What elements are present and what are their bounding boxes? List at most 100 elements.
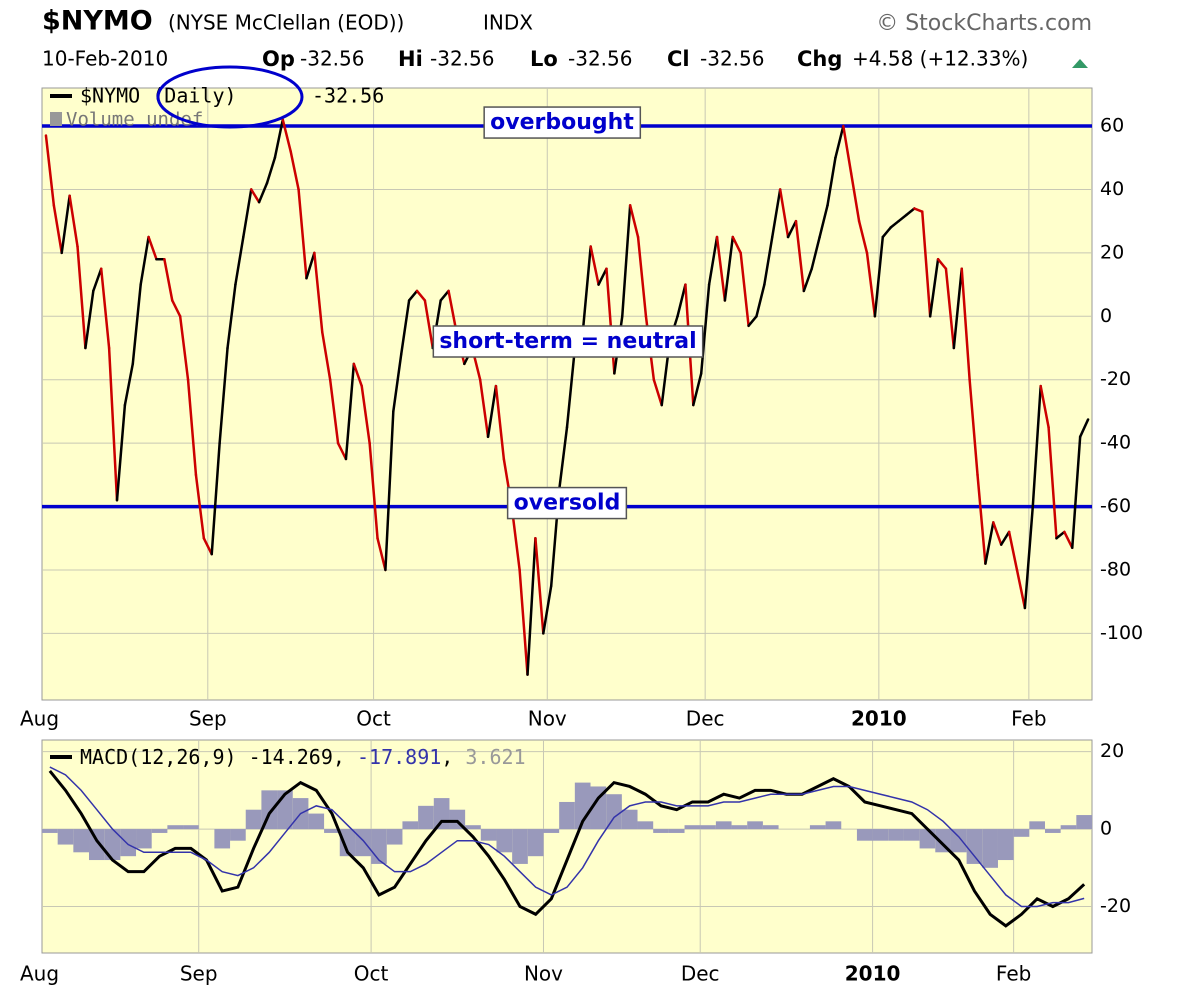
histogram-bar bbox=[418, 805, 434, 830]
line-segment bbox=[778, 188, 790, 239]
line-segment bbox=[297, 188, 308, 280]
histogram-bar bbox=[1060, 825, 1077, 830]
line-segment bbox=[242, 188, 253, 239]
line-segment bbox=[534, 537, 545, 635]
histogram-bar bbox=[120, 829, 137, 857]
x-tick-label: Oct bbox=[354, 962, 389, 986]
y-tick-label: 20 bbox=[1100, 241, 1124, 263]
line-segment bbox=[818, 204, 829, 239]
histogram-bar bbox=[888, 829, 904, 841]
line-segment bbox=[984, 521, 995, 565]
histogram-bar bbox=[230, 829, 246, 841]
line-segment bbox=[218, 346, 229, 445]
y-tick-label: -20 bbox=[1100, 368, 1131, 390]
line-segment bbox=[249, 188, 261, 204]
histogram-bar bbox=[151, 829, 168, 833]
quote-label: Chg bbox=[797, 47, 842, 71]
legend-value: -17.891 bbox=[357, 745, 441, 769]
histogram-bar bbox=[496, 829, 513, 853]
line-segment bbox=[194, 473, 206, 540]
histogram-bar bbox=[700, 825, 716, 830]
line-segment bbox=[1071, 435, 1082, 550]
line-segment bbox=[842, 124, 853, 175]
line-segment bbox=[755, 283, 766, 318]
date: 10-Feb-2010 bbox=[42, 47, 168, 71]
histogram-bar bbox=[543, 829, 560, 833]
line-segment bbox=[881, 226, 892, 239]
y-tick-label: -60 bbox=[1100, 495, 1131, 517]
line-segment bbox=[163, 257, 174, 302]
histogram-bar bbox=[214, 829, 231, 849]
histogram-bar bbox=[512, 829, 528, 864]
line-segment bbox=[826, 156, 837, 207]
histogram-bar bbox=[762, 825, 779, 830]
line-segment bbox=[202, 537, 213, 556]
line-segment bbox=[692, 372, 703, 407]
line-segment bbox=[952, 267, 963, 350]
line-segment bbox=[676, 283, 687, 318]
x-tick-label: Feb bbox=[1011, 707, 1046, 731]
line-segment bbox=[739, 251, 750, 328]
y-tick-label: -20 bbox=[1100, 895, 1131, 917]
line-segment bbox=[865, 251, 877, 318]
line-segment bbox=[597, 267, 608, 286]
histogram-bar bbox=[183, 825, 199, 830]
line-segment bbox=[423, 299, 435, 350]
line-segment bbox=[921, 210, 932, 318]
line-segment bbox=[747, 315, 758, 328]
line-segment bbox=[968, 378, 979, 477]
line-segment bbox=[178, 315, 190, 381]
label-box bbox=[432, 325, 704, 358]
line-segment bbox=[1047, 426, 1058, 540]
legend-label: MACD(12,26,9) -14.269, -17.891, 3.621 bbox=[80, 745, 526, 769]
label-box bbox=[506, 486, 628, 520]
line-segment bbox=[336, 441, 348, 461]
x-tick-label: Dec bbox=[681, 962, 720, 986]
histogram-bar bbox=[950, 829, 967, 853]
line-segment bbox=[257, 181, 269, 204]
y-tick-label: -80 bbox=[1100, 558, 1131, 580]
line-segment bbox=[1055, 530, 1066, 540]
line-segment bbox=[621, 204, 632, 318]
histogram-bar bbox=[433, 798, 450, 830]
y-tick-label: -100 bbox=[1100, 622, 1143, 644]
reference-label: oversold bbox=[514, 491, 621, 516]
line-segment bbox=[281, 118, 292, 153]
histogram-bar bbox=[731, 825, 748, 830]
x-tick-label: Sep bbox=[180, 962, 218, 986]
quote-value: -32.56 bbox=[700, 47, 764, 71]
x-tick-label: Nov bbox=[528, 707, 567, 731]
line-segment bbox=[52, 204, 63, 255]
line-segment bbox=[873, 235, 885, 318]
histogram-bar bbox=[136, 829, 152, 849]
line-segment bbox=[1015, 568, 1027, 610]
symbol: $NYMO bbox=[42, 6, 153, 37]
line-segment bbox=[794, 219, 806, 293]
line-segment bbox=[273, 118, 285, 160]
line-segment bbox=[415, 289, 427, 302]
histogram-bar bbox=[856, 829, 873, 841]
histogram-bar bbox=[809, 825, 826, 830]
line-segment bbox=[731, 235, 742, 255]
source: © StockCharts.com bbox=[876, 11, 1092, 36]
histogram-bar bbox=[590, 786, 607, 830]
x-tick-label: Sep bbox=[189, 707, 227, 731]
histogram-bar bbox=[527, 829, 544, 857]
line-segment bbox=[68, 194, 79, 248]
histogram-bar bbox=[715, 821, 732, 830]
macd-line bbox=[48, 770, 1086, 928]
histogram-bar bbox=[997, 829, 1014, 861]
x-tick-label: Dec bbox=[686, 707, 725, 731]
line-segment bbox=[849, 172, 861, 223]
line-segment bbox=[905, 207, 916, 217]
histogram-bar bbox=[339, 829, 356, 857]
legend-value: -32.56 bbox=[312, 84, 384, 108]
x-tick-label: Aug bbox=[20, 707, 59, 731]
line-segment bbox=[786, 219, 798, 239]
x-tick-label: Oct bbox=[356, 707, 391, 731]
line-segment bbox=[810, 235, 821, 270]
histogram-bar bbox=[57, 829, 74, 845]
histogram-bar bbox=[1076, 815, 1092, 830]
histogram-bar bbox=[245, 809, 262, 830]
y-tick-label: 20 bbox=[1100, 740, 1124, 762]
